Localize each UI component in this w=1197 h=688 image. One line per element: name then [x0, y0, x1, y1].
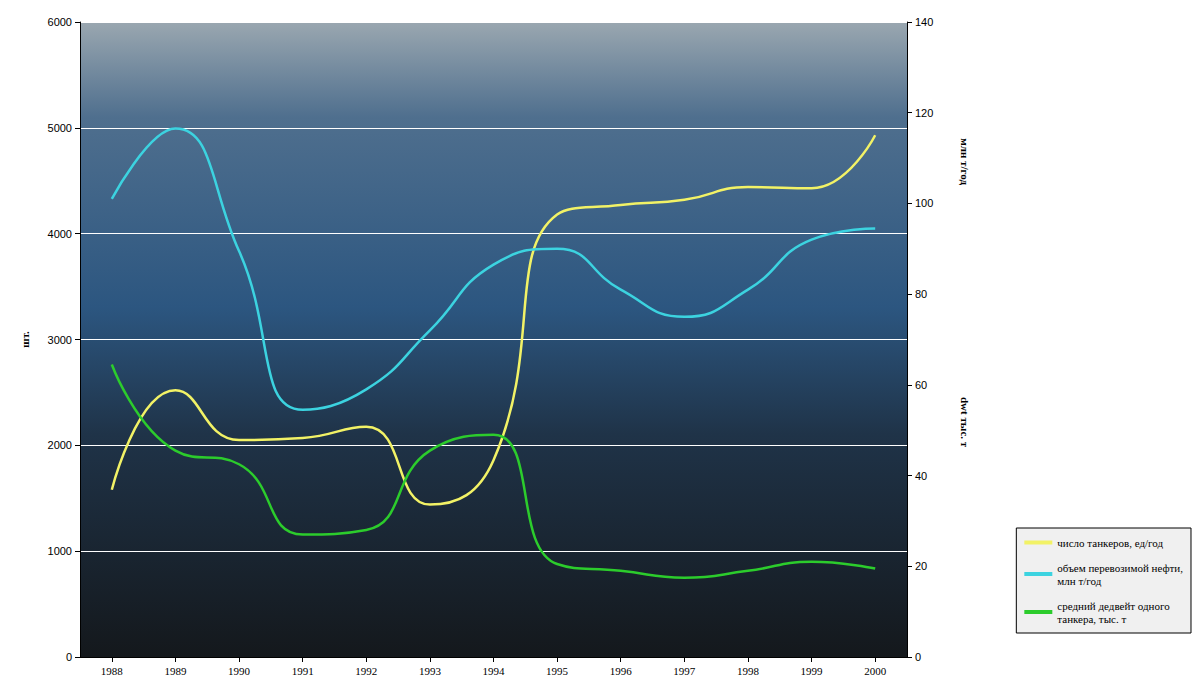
- svg-text:1994: 1994: [483, 665, 506, 677]
- svg-text:0: 0: [66, 651, 72, 663]
- svg-text:1997: 1997: [673, 665, 696, 677]
- svg-text:3000: 3000: [48, 334, 72, 346]
- svg-text:объем перевозимой нефти,: объем перевозимой нефти,: [1057, 562, 1183, 574]
- svg-text:1991: 1991: [292, 665, 314, 677]
- svg-text:1990: 1990: [228, 665, 251, 677]
- svg-text:100: 100: [915, 197, 933, 209]
- svg-text:120: 120: [915, 107, 933, 119]
- svg-text:танкера, тыс. т: танкера, тыс. т: [1057, 613, 1126, 625]
- svg-text:5000: 5000: [48, 122, 72, 134]
- svg-text:0: 0: [915, 651, 921, 663]
- svg-text:1995: 1995: [546, 665, 569, 677]
- svg-text:6000: 6000: [48, 16, 72, 28]
- svg-text:40: 40: [915, 470, 927, 482]
- svg-text:4000: 4000: [48, 228, 72, 240]
- svg-text:140: 140: [915, 16, 933, 28]
- svg-text:1998: 1998: [737, 665, 760, 677]
- svg-text:1000: 1000: [48, 545, 72, 557]
- svg-text:2000: 2000: [864, 665, 887, 677]
- svg-text:млн т/год: млн т/год: [1057, 575, 1101, 587]
- svg-text:число танкеров, ед/год: число танкеров, ед/год: [1057, 537, 1163, 549]
- svg-text:20: 20: [915, 560, 927, 572]
- svg-text:1992: 1992: [355, 665, 377, 677]
- svg-text:млн т/год: млн т/год: [959, 138, 971, 185]
- svg-text:1993: 1993: [419, 665, 442, 677]
- svg-text:шт.: шт.: [19, 331, 31, 348]
- svg-text:80: 80: [915, 288, 927, 300]
- svg-text:1989: 1989: [164, 665, 187, 677]
- svg-text:1999: 1999: [801, 665, 824, 677]
- svg-text:1996: 1996: [610, 665, 633, 677]
- svg-text:1988: 1988: [101, 665, 124, 677]
- svg-text:dwt тыс. т: dwt тыс. т: [959, 397, 971, 448]
- svg-text:средний дедвейт одного: средний дедвейт одного: [1057, 600, 1170, 612]
- svg-text:2000: 2000: [48, 439, 72, 451]
- svg-text:60: 60: [915, 379, 927, 391]
